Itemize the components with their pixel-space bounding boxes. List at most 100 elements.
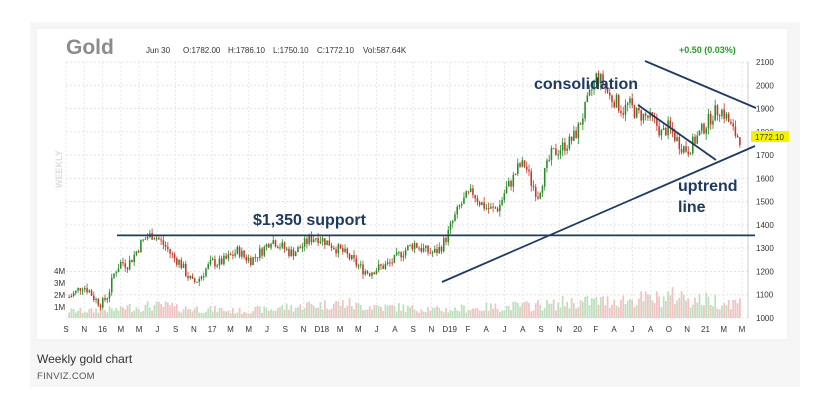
- candle-body: [487, 207, 490, 209]
- volume-bar: [184, 306, 187, 318]
- candle-body: [411, 244, 414, 250]
- candle-body: [739, 137, 741, 146]
- candle-body: [207, 264, 209, 269]
- candle-body: [158, 237, 160, 240]
- volume-bar: [332, 303, 335, 318]
- volume-bar: [523, 302, 526, 318]
- volume-bar: [487, 310, 490, 318]
- volume-axis: 4M 3M 2M 1M: [54, 267, 65, 312]
- volume-bar: [178, 311, 180, 318]
- volume-bar: [265, 308, 268, 318]
- volume-bar: [635, 304, 638, 318]
- candle-body: [155, 237, 158, 239]
- candle-body: [162, 240, 165, 245]
- volume-bar: [193, 308, 196, 318]
- candle-body: [714, 105, 716, 121]
- candle-body: [555, 148, 557, 156]
- y-tick-label: 1500: [756, 198, 774, 207]
- volume-bar: [350, 306, 353, 318]
- candle-body: [602, 74, 604, 85]
- candle-body: [211, 258, 214, 261]
- symbol-title: Gold: [66, 36, 114, 59]
- candle-body: [546, 160, 548, 169]
- candle-body: [665, 127, 667, 136]
- candle-body: [294, 252, 297, 257]
- candle-body: [667, 120, 669, 136]
- volume-bar: [140, 312, 142, 318]
- volume-bar: [649, 295, 652, 318]
- volume-bar: [301, 309, 304, 318]
- volume-bar: [72, 308, 75, 318]
- volume-bar: [171, 302, 174, 318]
- y-tick-label: 1400: [756, 221, 774, 230]
- candle-body: [691, 136, 694, 154]
- volume-bar: [117, 310, 120, 318]
- volume-bar: [615, 305, 618, 318]
- candle-body: [108, 292, 111, 299]
- candle-body: [644, 113, 647, 116]
- volume-bar: [476, 308, 479, 318]
- volume-bar: [622, 295, 625, 318]
- x-tick-label: S: [538, 325, 543, 334]
- y-tick-label: 1700: [756, 151, 774, 160]
- x-tick-label: A: [484, 325, 490, 334]
- volume-bar: [267, 310, 270, 318]
- volume-bar: [581, 301, 584, 318]
- candle-body: [189, 276, 192, 279]
- candle-body: [528, 169, 530, 172]
- candle-body: [348, 253, 351, 260]
- x-tick-label: J: [630, 325, 634, 334]
- volume-bar: [166, 302, 169, 318]
- candle-body: [330, 245, 333, 248]
- candle-body: [698, 130, 701, 136]
- candle-body: [164, 244, 167, 247]
- volume-bar: [341, 300, 344, 318]
- candle-body: [137, 251, 140, 253]
- x-tick-label: J: [375, 325, 379, 334]
- candle-body: [160, 239, 162, 241]
- candle-body: [629, 98, 631, 104]
- candle-body: [380, 264, 382, 266]
- candle-body: [142, 239, 144, 241]
- candle-body: [193, 278, 196, 282]
- candle-body: [449, 223, 452, 230]
- candle-body: [705, 128, 708, 134]
- candle-body: [716, 105, 719, 116]
- volume-bar: [198, 312, 201, 318]
- x-tick-label: D19: [442, 325, 457, 334]
- volume-bar: [380, 306, 382, 318]
- candle-body: [635, 107, 638, 118]
- volume-bar: [97, 312, 100, 318]
- candle-body: [622, 113, 625, 115]
- candle-body: [472, 188, 474, 196]
- volume-bar: [714, 294, 717, 318]
- quote-open: O:1782.00: [183, 46, 221, 55]
- volume-bar: [498, 311, 501, 318]
- volume-bar: [485, 302, 488, 318]
- candle-body: [373, 272, 376, 275]
- candle-body: [674, 132, 676, 141]
- candle-body: [310, 235, 313, 243]
- volume-tick-label: 3M: [54, 279, 65, 288]
- candle-body: [537, 196, 539, 199]
- candle-body: [281, 242, 284, 248]
- volume-bar: [606, 296, 609, 318]
- volume-bar: [534, 303, 537, 318]
- volume-bar: [99, 308, 102, 318]
- volume-bar: [655, 291, 658, 318]
- volume-bar: [106, 312, 109, 318]
- candle-body: [732, 123, 734, 127]
- candle-body: [315, 238, 317, 240]
- candle-body: [131, 259, 133, 263]
- candle-body: [517, 163, 519, 174]
- candle-body: [263, 246, 266, 256]
- candle-body: [75, 290, 77, 293]
- candle-body: [393, 254, 396, 263]
- volume-bar: [146, 301, 149, 318]
- volume-bar: [323, 300, 326, 318]
- volume-bar: [451, 311, 454, 318]
- candle-body: [407, 245, 409, 251]
- candle-body: [285, 248, 288, 250]
- volume-bar: [438, 307, 441, 318]
- volume-bar: [368, 306, 371, 318]
